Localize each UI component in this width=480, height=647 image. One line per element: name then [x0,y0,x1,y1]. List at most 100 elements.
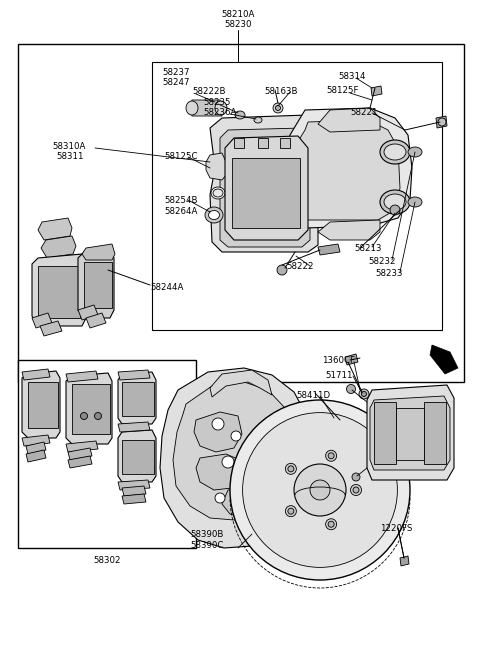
Ellipse shape [254,117,262,123]
Polygon shape [118,430,156,482]
Text: 58302: 58302 [93,556,121,565]
Text: 58247: 58247 [162,78,190,87]
Polygon shape [22,371,60,438]
Text: 58232: 58232 [368,257,396,266]
Bar [396,408,424,460]
Text: 58163B: 58163B [264,87,298,96]
Polygon shape [122,494,146,504]
Polygon shape [122,486,146,496]
Circle shape [215,493,225,503]
Circle shape [286,506,296,517]
Text: 58314: 58314 [338,72,365,81]
Polygon shape [292,120,400,220]
Text: 58411D: 58411D [296,391,330,400]
Circle shape [288,466,294,472]
Ellipse shape [294,464,346,516]
Text: 58213: 58213 [354,244,382,253]
Polygon shape [225,136,308,240]
Ellipse shape [384,194,406,210]
Text: 1360CF: 1360CF [322,356,355,365]
Bar [18,44,464,382]
Polygon shape [78,248,114,318]
Polygon shape [26,450,46,462]
Circle shape [359,389,369,399]
Text: 58311: 58311 [56,152,84,161]
Text: 58222B: 58222B [192,87,226,96]
Bar [374,402,396,464]
Bar [18,360,196,548]
Ellipse shape [205,207,223,223]
Polygon shape [173,382,294,520]
Ellipse shape [213,189,223,197]
Circle shape [81,413,87,419]
Bar [122,382,154,416]
Polygon shape [66,373,112,444]
Polygon shape [118,372,156,424]
Polygon shape [370,396,450,470]
Polygon shape [68,456,92,468]
Polygon shape [86,313,106,328]
Polygon shape [194,412,242,452]
Ellipse shape [380,140,410,164]
Polygon shape [118,480,150,490]
Polygon shape [436,116,447,128]
Ellipse shape [380,190,410,214]
Text: 58235: 58235 [203,98,230,107]
Ellipse shape [235,111,245,119]
Ellipse shape [408,197,422,207]
Text: 51711: 51711 [325,371,352,380]
Circle shape [277,265,287,275]
Text: 58222: 58222 [286,262,313,271]
Text: 58230: 58230 [224,20,252,29]
Text: 58210A: 58210A [221,10,255,19]
Polygon shape [318,244,340,255]
Polygon shape [66,441,98,452]
Polygon shape [32,254,86,326]
Text: 58310A: 58310A [52,142,85,151]
Bar [258,138,268,148]
Circle shape [95,413,101,419]
Polygon shape [210,115,318,252]
Polygon shape [318,108,380,132]
Bar [234,138,244,148]
Polygon shape [78,305,98,320]
Bar [280,138,290,148]
Ellipse shape [310,480,330,500]
Circle shape [390,205,400,215]
Text: 58264A: 58264A [164,207,197,216]
Circle shape [222,456,234,468]
Circle shape [361,391,367,397]
Polygon shape [196,454,242,490]
Polygon shape [210,370,272,397]
Polygon shape [22,369,50,380]
Bar [232,158,300,228]
Circle shape [350,485,361,496]
Bar [72,384,110,434]
Circle shape [288,508,294,514]
Polygon shape [38,218,72,240]
Text: 58390B: 58390B [190,530,223,539]
Circle shape [231,431,241,441]
Circle shape [325,450,336,461]
Text: 58125F: 58125F [326,86,359,95]
Ellipse shape [215,101,227,115]
Circle shape [325,519,336,530]
Polygon shape [118,370,150,380]
Ellipse shape [242,413,397,567]
Bar [84,262,112,308]
Ellipse shape [211,187,225,199]
Polygon shape [220,128,310,247]
Polygon shape [160,368,312,548]
Polygon shape [222,488,260,518]
Polygon shape [41,236,76,258]
Text: 58236A: 58236A [203,108,236,117]
Polygon shape [318,220,380,240]
Circle shape [438,118,446,126]
Text: 58237: 58237 [162,68,190,77]
Polygon shape [371,86,382,96]
Bar [122,440,154,474]
Polygon shape [367,385,454,480]
Circle shape [352,473,360,481]
Text: 1220FS: 1220FS [380,524,412,533]
Ellipse shape [208,210,219,219]
